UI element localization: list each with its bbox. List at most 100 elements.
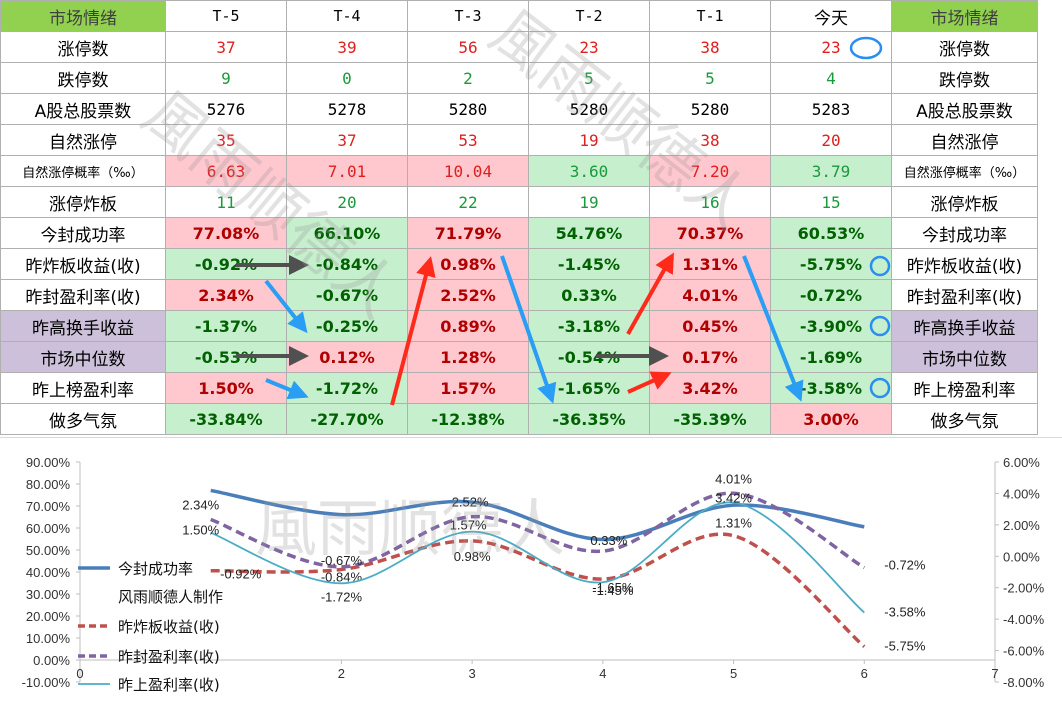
table-row: 涨停数 37 39 56 23 38 23 涨停数 xyxy=(0,31,1038,63)
x-tick-label: 6 xyxy=(861,666,868,681)
row-label: 昨封盈利率(收) xyxy=(0,279,166,311)
row-label-right: 昨炸板收益(收) xyxy=(891,248,1038,280)
data-label: -0.72% xyxy=(884,558,926,573)
left-tick-label: 40.00% xyxy=(26,565,71,580)
left-tick-label: 10.00% xyxy=(26,631,71,646)
table-cell: 22 xyxy=(407,186,529,218)
left-tick-label: 70.00% xyxy=(26,499,71,514)
table-cell: 3.00% xyxy=(770,403,892,435)
table-row: A股总股票数 5276 5278 5280 5280 5280 5283 A股总股票数 xyxy=(0,93,1038,125)
table-cell: 20 xyxy=(286,186,408,218)
row-label-right: 昨封盈利率(收) xyxy=(891,279,1038,311)
row-label: 市场中位数 xyxy=(0,341,166,373)
data-label: -0.84% xyxy=(321,569,363,584)
table-cell: -3.90% xyxy=(770,310,892,342)
data-label: -1.65% xyxy=(592,580,634,595)
x-tick-label: 3 xyxy=(469,666,476,681)
column-header: T-4 xyxy=(286,0,408,32)
table-row: 昨炸板收益(收) -0.92% -0.84% 0.98% -1.45% 1.31% -5.7… xyxy=(0,248,1038,280)
table-cell: 23 xyxy=(528,31,650,63)
data-label: -5.75% xyxy=(884,639,926,654)
right-tick-label: -4.00% xyxy=(1003,612,1045,627)
row-label-right: 今封成功率 xyxy=(891,217,1038,249)
table-cell: 3.60 xyxy=(528,155,650,187)
table-cell: -27.70% xyxy=(286,403,408,435)
legend-label: 昨封盈利率(收) xyxy=(118,648,220,666)
data-label: 0.98% xyxy=(454,549,491,564)
table-cell: 60.53% xyxy=(770,217,892,249)
data-label: -0.67% xyxy=(321,553,363,568)
left-tick-label: 30.00% xyxy=(26,587,71,602)
table-cell: 66.10% xyxy=(286,217,408,249)
table-cell: 0.17% xyxy=(649,341,771,373)
row-label: 涨停炸板 xyxy=(0,186,166,218)
table-cell: 4.01% xyxy=(649,279,771,311)
row-label-right: A股总股票数 xyxy=(891,93,1038,125)
left-tick-label: -10.00% xyxy=(22,675,71,690)
table-cell: 10.04 xyxy=(407,155,529,187)
table-cell: 39 xyxy=(286,31,408,63)
table-cell: 37 xyxy=(165,31,287,63)
table-cell: -33.84% xyxy=(165,403,287,435)
table-cell: 0.33% xyxy=(528,279,650,311)
table-cell: -35.39% xyxy=(649,403,771,435)
table-cell: -1.72% xyxy=(286,372,408,404)
data-label: 1.57% xyxy=(450,518,487,533)
table-cell: 1.28% xyxy=(407,341,529,373)
column-header: 市场情绪 xyxy=(891,0,1038,32)
row-label-right: 昨高换手收益 xyxy=(891,310,1038,342)
table-row: 做多气氛 -33.84% -27.70% -12.38% -36.35% -35.39% 3… xyxy=(0,403,1038,435)
table-cell: -36.35% xyxy=(528,403,650,435)
table-cell: -3.58% xyxy=(770,372,892,404)
section-divider xyxy=(0,437,1062,438)
x-tick-label: 5 xyxy=(730,666,737,681)
table-cell: -3.18% xyxy=(528,310,650,342)
table-row: 昨高换手收益 -1.37% -0.25% 0.89% -3.18% 0.45% -3.90%… xyxy=(0,310,1038,342)
table-cell: 38 xyxy=(649,31,771,63)
table-cell: 2.34% xyxy=(165,279,287,311)
table-row: 市场中位数 -0.53% 0.12% 1.28% -0.54% 0.17% -1.69% 市场… xyxy=(0,341,1038,373)
right-tick-label: 2.00% xyxy=(1003,518,1040,533)
table-cell: 5 xyxy=(649,62,771,94)
table-row: 昨上榜盈利率 1.50% -1.72% 1.57% -1.65% 3.42% -3.58% 昨… xyxy=(0,372,1038,404)
table-cell: 2 xyxy=(407,62,529,94)
sentiment-line-chart: 90.00%80.00%70.00%60.00%50.00%40.00%30.0… xyxy=(22,455,1045,694)
table-row: 跌停数 9 0 2 5 5 4 跌停数 xyxy=(0,62,1038,94)
row-label-right: 昨上榜盈利率 xyxy=(891,372,1038,404)
table-cell: 37 xyxy=(286,124,408,156)
left-tick-label: 60.00% xyxy=(26,521,71,536)
right-tick-label: 6.00% xyxy=(1003,455,1040,470)
data-label: 0.33% xyxy=(590,533,627,548)
row-label-right: 涨停数 xyxy=(891,31,1038,63)
table-cell: 5280 xyxy=(528,93,650,125)
right-tick-label: -8.00% xyxy=(1003,675,1045,690)
x-tick-label: 0 xyxy=(76,666,83,681)
series-line xyxy=(210,491,866,570)
table-cell: 4 xyxy=(770,62,892,94)
data-label: 2.34% xyxy=(182,498,219,513)
table-cell: 23 xyxy=(770,31,892,63)
data-label: -1.45% xyxy=(592,583,634,598)
row-label: 昨高换手收益 xyxy=(0,310,166,342)
data-label: 2.52% xyxy=(452,495,489,510)
market-sentiment-table: 市场情绪 T-5 T-4 T-3 T-2 T-1 今天 市场情绪 涨停数 37 39 56 23 38 23… xyxy=(0,0,1038,435)
table-cell: 15 xyxy=(770,186,892,218)
right-tick-label: 0.00% xyxy=(1003,549,1040,564)
row-label: 做多气氛 xyxy=(0,403,166,435)
table-cell: 5280 xyxy=(407,93,529,125)
table-cell: 5278 xyxy=(286,93,408,125)
table-cell: 7.01 xyxy=(286,155,408,187)
table-cell: 71.79% xyxy=(407,217,529,249)
table-cell: 70.37% xyxy=(649,217,771,249)
row-label: A股总股票数 xyxy=(0,93,166,125)
table-cell: -1.65% xyxy=(528,372,650,404)
series-line xyxy=(210,501,865,614)
table-cell: -0.67% xyxy=(286,279,408,311)
table-cell: -1.69% xyxy=(770,341,892,373)
left-tick-label: 0.00% xyxy=(33,653,70,668)
table-row: 自然涨停概率（‰） 6.63 7.01 10.04 3.60 7.20 3.79 自然涨停概率… xyxy=(0,155,1038,187)
row-label: 昨上榜盈利率 xyxy=(0,372,166,404)
right-tick-label: -6.00% xyxy=(1003,644,1045,659)
table-cell: 56 xyxy=(407,31,529,63)
table-cell: 1.31% xyxy=(649,248,771,280)
